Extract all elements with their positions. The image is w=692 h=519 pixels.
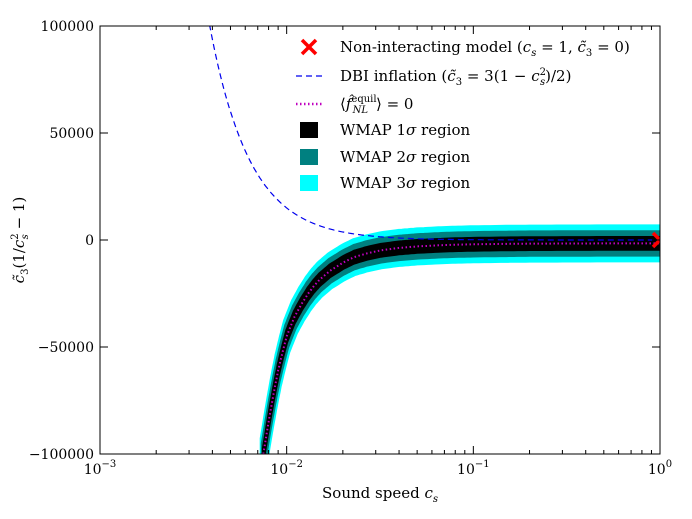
legend-label-1sigma: WMAP 1σ region [340, 121, 471, 139]
x-tick-label: 10−1 [457, 459, 490, 478]
plot-area [209, 26, 660, 454]
legend-swatch-3sigma [300, 175, 318, 191]
fnl-equil-zero-line [262, 242, 660, 454]
legend-marker-stroke [300, 38, 318, 56]
y-axis-label: c̃3(1/c2s − 1) [10, 197, 31, 284]
legend: Non-interacting model (cs = 1, c̃3 = 0) D… [296, 38, 630, 192]
y-tick-labels: −100000 −50000 0 50000 100000 [29, 19, 94, 463]
y-tick-label: −100000 [29, 447, 94, 463]
x-axis-label: Sound speed cs [322, 484, 438, 505]
marker-stroke [651, 237, 660, 249]
legend-marker-non-interacting [300, 38, 318, 56]
y-tick-label: −50000 [38, 340, 94, 356]
legend-label-non-interacting: Non-interacting model (cs = 1, c̃3 = 0) [340, 38, 630, 59]
wmap-1sigma-region [261, 236, 660, 454]
dbi-inflation-line [209, 26, 660, 241]
legend-label-dbi: DBI inflation (c̃3 = 3(1 − c2 s)/2) [340, 67, 571, 88]
y-tick-label: 0 [85, 233, 94, 249]
wmap-2sigma-region [260, 230, 660, 454]
x-tick-label: 10−2 [270, 459, 303, 478]
x-tick-label: 100 [648, 459, 672, 478]
legend-label-2sigma: WMAP 2σ region [340, 148, 471, 166]
marker-stroke [651, 231, 660, 243]
y-tick-label: 100000 [41, 19, 94, 35]
legend-swatch-1sigma [300, 122, 318, 138]
legend-swatch-2sigma [300, 149, 318, 165]
x-tick-label: 10−3 [84, 459, 117, 478]
legend-label-3sigma: WMAP 3σ region [340, 174, 471, 192]
y-tick-label: 50000 [49, 126, 94, 142]
axis-ticks [99, 25, 661, 455]
non-interacting-model-marker [651, 231, 660, 249]
x-tick-labels: 10−3 10−2 10−1 100 [84, 459, 672, 478]
legend-label-fnl: ⟨f̂equil NL ⟩ = 0 [340, 94, 413, 116]
